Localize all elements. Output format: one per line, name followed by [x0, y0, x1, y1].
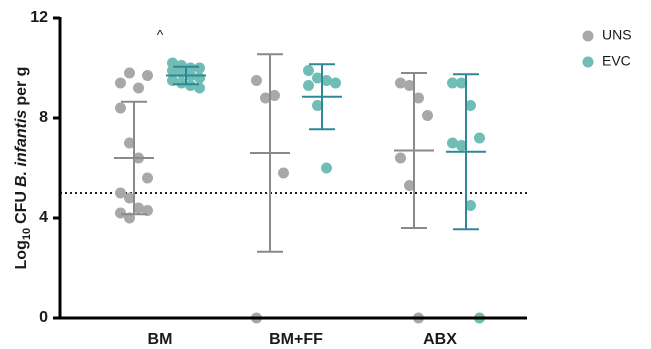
data-point [465, 200, 476, 211]
data-point [176, 77, 187, 89]
data-point [124, 67, 135, 79]
data-point [133, 202, 144, 214]
data-point [312, 72, 323, 84]
y-label-part: per g [13, 67, 30, 106]
y-tick-label: 0 [39, 309, 48, 326]
legend-label: EVC [602, 53, 631, 69]
annotation: ^ [157, 27, 164, 43]
data-point [321, 75, 332, 86]
data-point [194, 62, 205, 74]
legend-label: UNS [602, 27, 632, 43]
data-point [278, 167, 289, 179]
data-point [321, 162, 332, 174]
data-point [474, 132, 485, 144]
y-label-part: CFU [13, 191, 30, 224]
data-point [251, 75, 262, 86]
data-point [330, 77, 341, 89]
data-point [395, 152, 406, 164]
data-point [115, 207, 126, 219]
data-point [456, 77, 467, 89]
data-point [312, 100, 323, 111]
y-tick-label: 12 [30, 9, 48, 26]
data-point [124, 192, 135, 204]
x-tick-label: ABX [423, 331, 457, 348]
data-point [269, 90, 280, 101]
legend-marker [582, 56, 594, 68]
data-point [260, 92, 271, 104]
data-point [447, 137, 458, 149]
data-point [194, 72, 205, 84]
x-tick-label: BM [148, 331, 173, 348]
data-point [447, 77, 458, 89]
data-point [456, 140, 467, 151]
data-point [115, 77, 126, 89]
data-point [142, 70, 153, 81]
legend-marker [582, 30, 594, 42]
x-tick-label: BM+FF [269, 331, 323, 348]
data-point [404, 80, 415, 91]
data-point [303, 65, 314, 76]
y-label-part: Log [13, 240, 30, 269]
data-point [133, 82, 144, 94]
y-label-part: B. infantis [13, 110, 30, 187]
data-point [124, 137, 135, 149]
data-point [413, 92, 424, 104]
data-point [185, 80, 196, 91]
y-axis-label: Log10 CFU B. infantis per g [13, 67, 33, 270]
data-point [115, 102, 126, 114]
y-tick-label: 8 [39, 109, 48, 126]
data-point [404, 180, 415, 191]
data-point [303, 80, 314, 91]
y-tick-label: 4 [39, 209, 48, 226]
data-point [422, 110, 433, 121]
y-label-part: 10 [21, 228, 33, 240]
data-point [115, 187, 126, 199]
data-point [395, 77, 406, 89]
data-point [142, 172, 153, 184]
data-point [465, 100, 476, 111]
